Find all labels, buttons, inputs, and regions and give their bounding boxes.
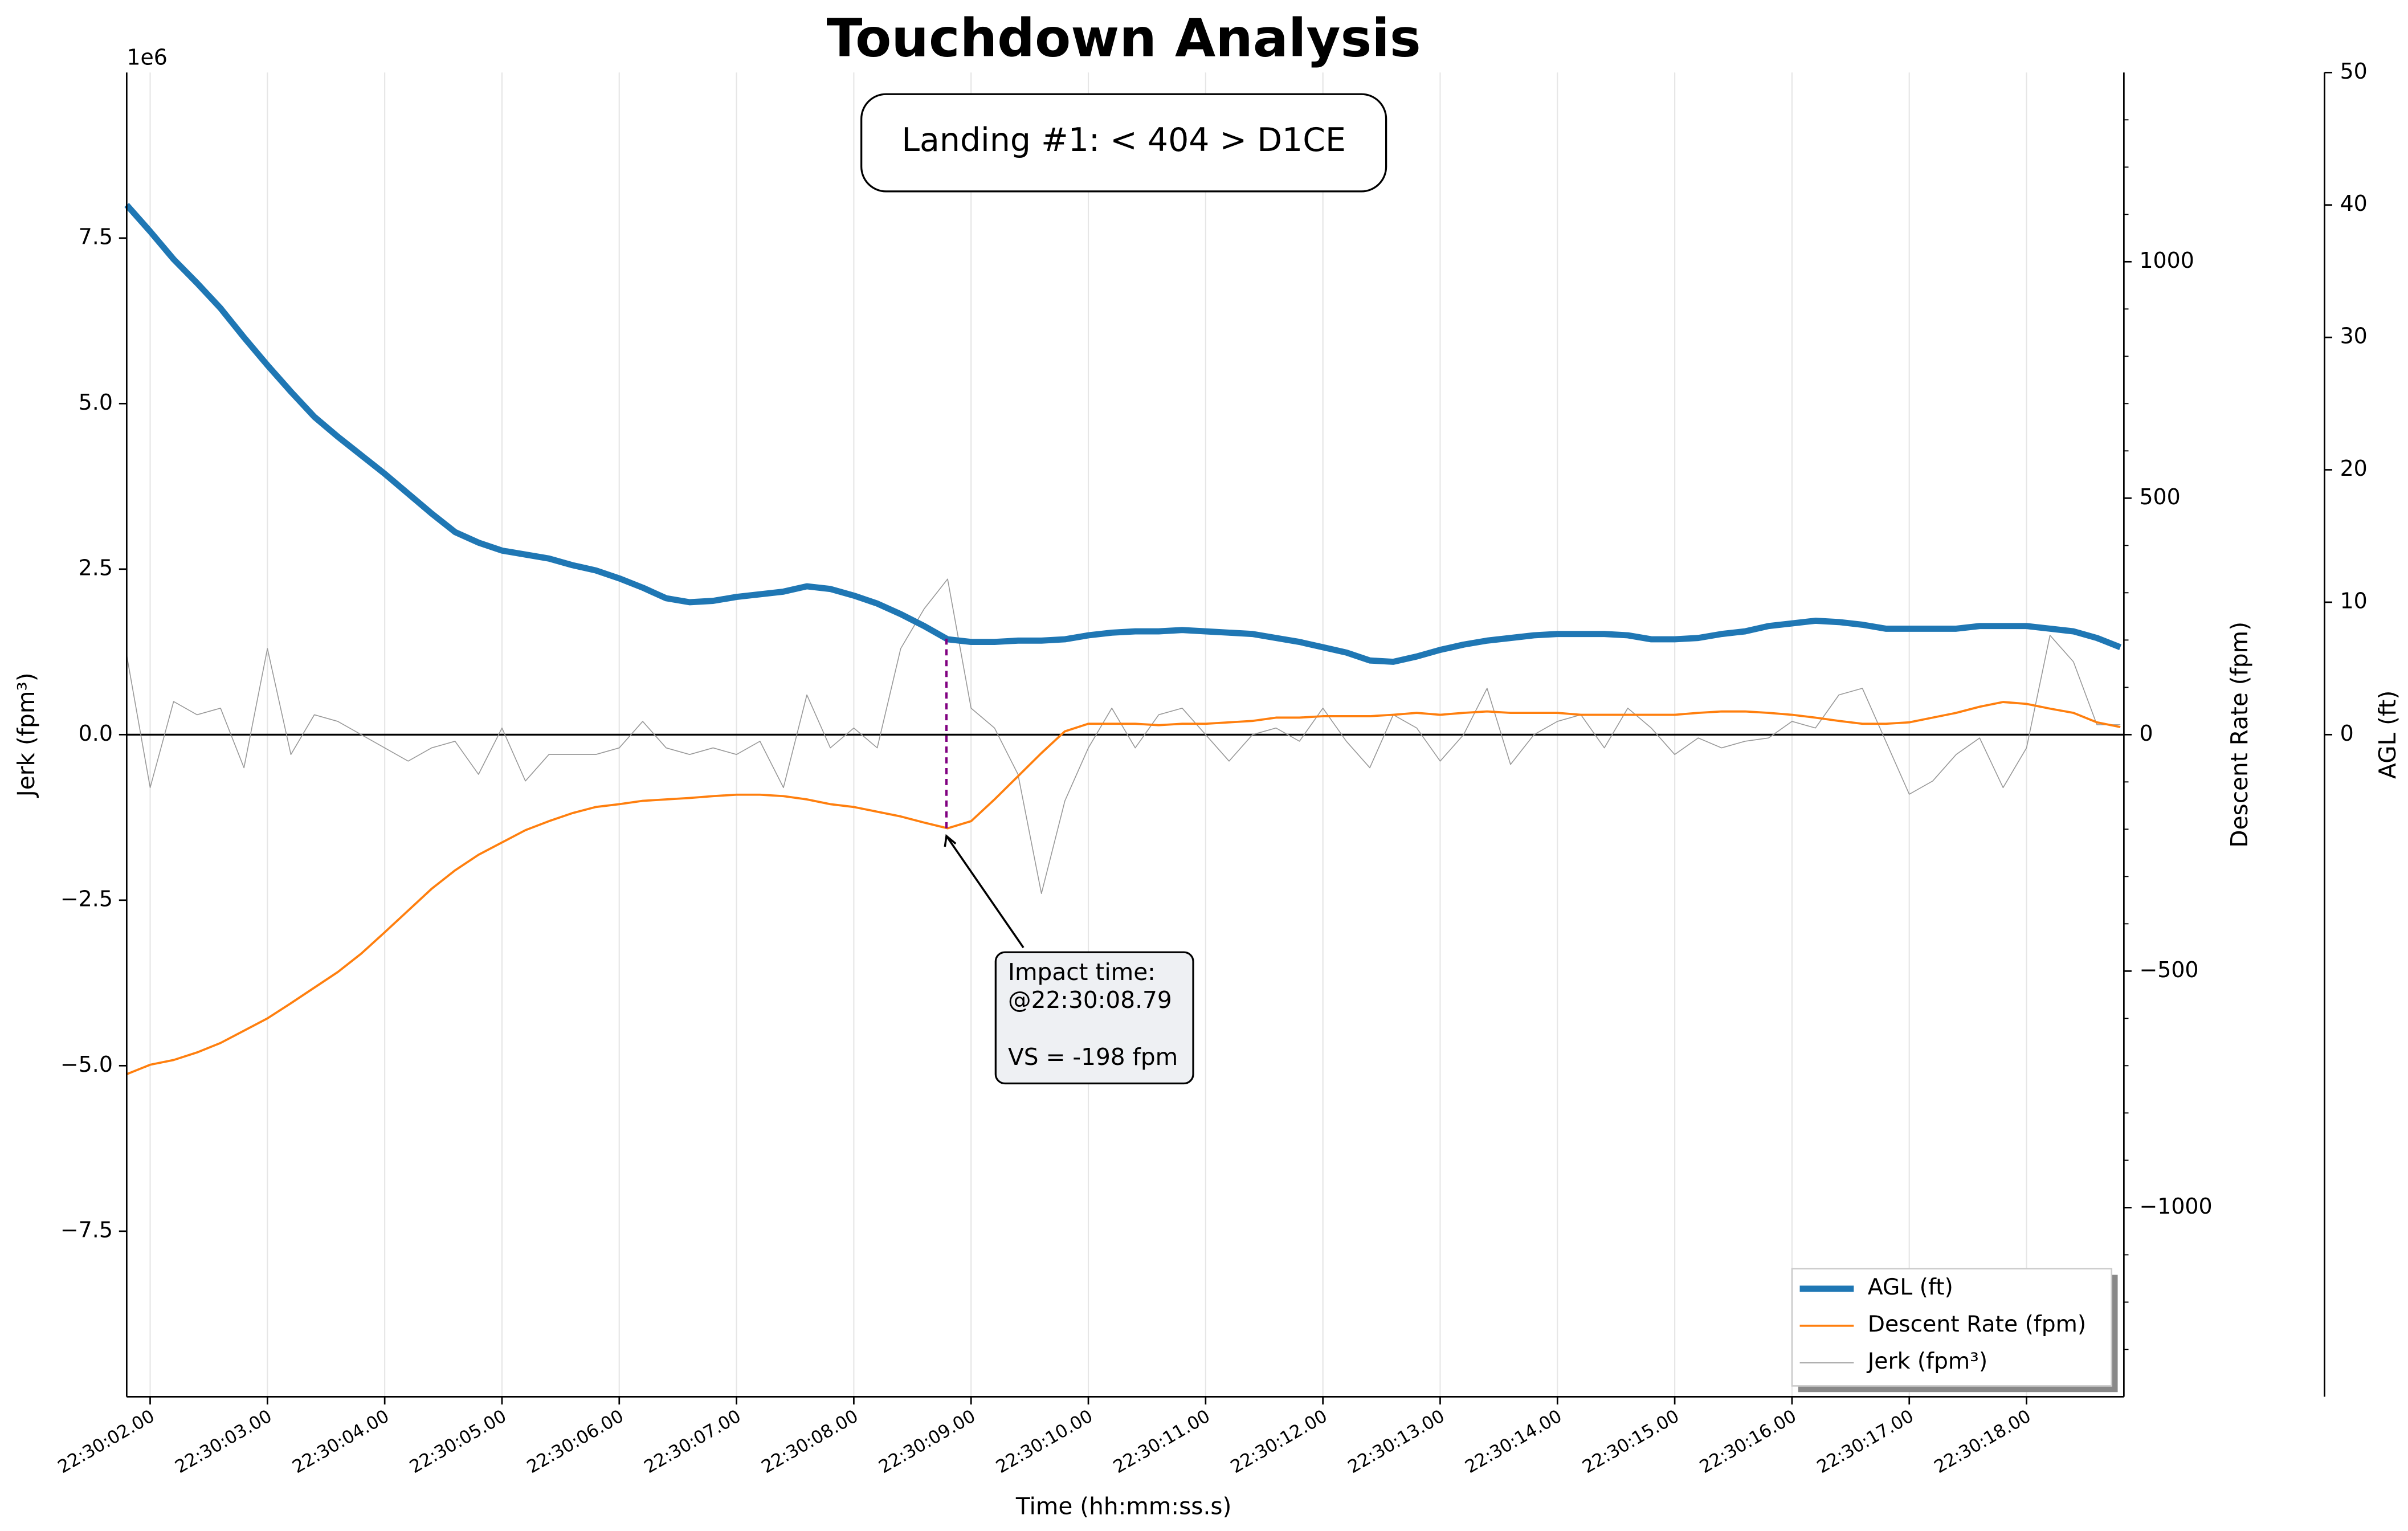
chart-title: Touchdown Analysis [827,8,1421,69]
impact-arrow [945,835,1025,949]
impact-text: Impact time: [1008,958,1156,986]
x-axis-label: Time (hh:mm:ss.s) [1015,1492,1231,1520]
y3-tick-label: 20 [2340,456,2368,481]
y-axis-label: Jerk (fpm³) [13,672,40,798]
landing-box [860,93,1387,193]
y-tick-label: 5.0 [79,390,113,415]
y-tick-label: −2.5 [60,886,113,911]
y2-tick-label: 1000 [2139,248,2194,273]
x-tick-label: 22:30:17.00 [1814,1406,1917,1477]
series-line [126,578,2121,895]
x-tick-label: 22:30:04.00 [289,1406,393,1477]
impact-text: VS = -198 fpm [1008,1043,1178,1071]
y2-tick-label: −500 [2139,957,2198,982]
y-tick-label: 2.5 [79,555,113,580]
y3-tick-label: 10 [2340,588,2368,613]
y-tick-label: 7.5 [79,224,113,249]
x-tick-label: 22:30:12.00 [1227,1406,1331,1477]
y-tick-label: 0.0 [79,721,113,746]
x-tick-label: 22:30:05.00 [406,1406,510,1477]
y3-tick-label: 0 [2340,721,2354,746]
x-tick-label: 22:30:07.00 [641,1406,745,1477]
x-tick-label: 22:30:03.00 [172,1406,275,1477]
x-tick-label: 22:30:08.00 [758,1406,862,1477]
y3-tick-label: 40 [2340,191,2368,216]
x-tick-label: 22:30:09.00 [875,1406,979,1477]
y3-axis-label: AGL (ft) [2374,691,2401,779]
x-tick-label: 22:30:06.00 [524,1406,627,1477]
x-tick-label: 22:30:02.00 [54,1406,158,1477]
impact-text: @22:30:08.79 [1008,986,1172,1014]
y-offset-label: 1e6 [126,44,168,70]
y-tick-label: −5.0 [60,1052,113,1077]
impact-arrowhead [944,834,957,847]
y2-tick-label: 0 [2139,721,2153,746]
y2-axis-label: Descent Rate (fpm) [2226,622,2253,848]
legend-label: Jerk (fpm³) [1866,1349,1987,1374]
series-line [124,203,2122,665]
x-tick-label: 22:30:10.00 [993,1406,1096,1477]
x-tick-label: 22:30:18.00 [1931,1406,2035,1477]
impact-box [994,951,1194,1085]
landing-label: Landing #1: < 404 > D1CE [901,121,1346,159]
x-tick-label: 22:30:11.00 [1110,1406,1214,1477]
x-tick-label: 22:30:13.00 [1344,1406,1448,1477]
y3-tick-label: 50 [2340,59,2368,84]
y-tick-label: −7.5 [60,1217,113,1242]
series-line [126,701,2121,1076]
legend-label: Descent Rate (fpm) [1868,1312,2087,1337]
y3-tick-label: 30 [2340,324,2368,349]
x-tick-label: 22:30:16.00 [1696,1406,1800,1477]
y2-tick-label: −1000 [2139,1194,2212,1219]
legend-label: AGL (ft) [1868,1275,1953,1300]
x-tick-label: 22:30:15.00 [1579,1406,1683,1477]
y2-tick-label: 500 [2139,484,2180,509]
x-tick-label: 22:30:14.00 [1462,1406,1565,1477]
